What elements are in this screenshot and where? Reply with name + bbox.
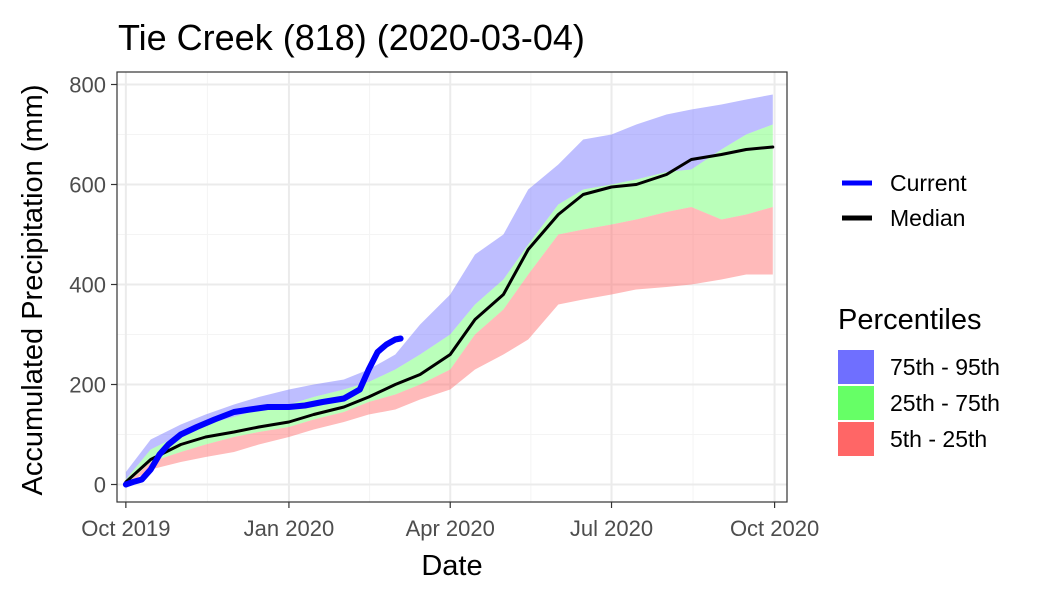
legend-band-swatch bbox=[838, 386, 874, 420]
legend-band-label: 5th - 25th bbox=[890, 426, 987, 452]
minor-gridlines bbox=[117, 72, 787, 502]
y-tick-label: 0 bbox=[94, 473, 106, 498]
band-25-75 bbox=[125, 124, 773, 485]
legend-band-label: 25th - 75th bbox=[890, 390, 1000, 416]
x-tick-label: Oct 2019 bbox=[81, 516, 170, 541]
x-axis-title: Date bbox=[421, 550, 482, 582]
x-axis-ticks: Oct 2019 Jan 2020 Apr 2020 Jul 2020 Oct 2020 bbox=[81, 502, 819, 541]
legend-line-label: Median bbox=[890, 205, 965, 231]
x-tick-label: Jan 2020 bbox=[244, 516, 335, 541]
chart-title: Tie Creek (818) (2020-03-04) bbox=[118, 17, 585, 58]
y-tick-label: 800 bbox=[69, 73, 106, 98]
y-tick-label: 400 bbox=[69, 273, 106, 298]
legend-percentiles: 75th - 95th 25th - 75th 5th - 25th bbox=[838, 350, 1000, 456]
legend-band-swatch bbox=[838, 422, 874, 456]
legend-lines: Current Median bbox=[842, 170, 967, 231]
major-gridlines bbox=[117, 72, 787, 502]
y-axis-ticks: 0 200 400 600 800 bbox=[69, 73, 117, 498]
series-lines bbox=[122, 145, 775, 488]
y-tick-label: 600 bbox=[69, 173, 106, 198]
band-5-25 bbox=[125, 207, 773, 485]
y-axis-title: Accumulated Precipitation (mm) bbox=[17, 85, 49, 496]
legend-band-label: 75th - 95th bbox=[890, 354, 1000, 380]
legend-percentiles-title: Percentiles bbox=[838, 304, 981, 336]
current-line bbox=[122, 335, 404, 488]
panel-border bbox=[116, 71, 788, 503]
legend-line-label: Current bbox=[890, 170, 967, 196]
x-tick-label: Oct 2020 bbox=[730, 516, 819, 541]
x-tick-label: Apr 2020 bbox=[406, 516, 495, 541]
y-tick-label: 200 bbox=[69, 373, 106, 398]
band-75-95 bbox=[125, 94, 773, 480]
x-tick-label: Jul 2020 bbox=[570, 516, 653, 541]
percentile-bands bbox=[125, 94, 773, 485]
median-line bbox=[124, 145, 775, 484]
legend-band-swatch bbox=[838, 350, 874, 384]
